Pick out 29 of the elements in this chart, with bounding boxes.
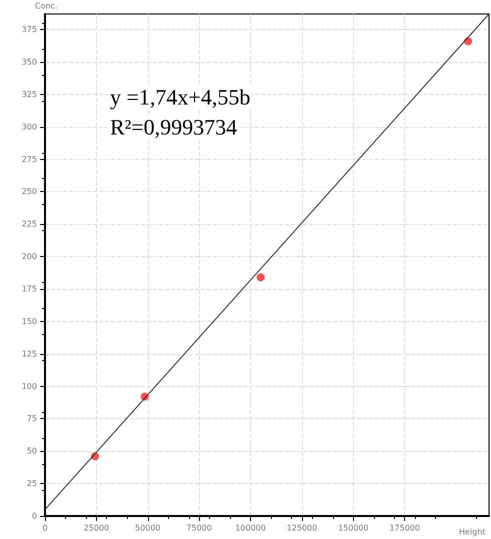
x-axis-title: Height: [459, 528, 486, 536]
x-tick-label: 175000: [389, 524, 420, 532]
y-tick-label: 50: [26, 446, 37, 456]
y-tick-label: 300: [22, 122, 37, 132]
x-tick-label: 75000: [186, 524, 212, 532]
y-tick-label: 75: [26, 414, 37, 424]
y-tick-label: 175: [22, 284, 37, 294]
y-tick-label: 275: [22, 154, 37, 164]
x-tick-label: 50000: [135, 524, 161, 532]
point: [256, 273, 265, 282]
y-tick-label: 375: [22, 25, 37, 34]
y-tick-label: 250: [22, 187, 37, 196]
annotation: y =1,74x+4,55b: [110, 84, 250, 110]
y-axis-title: Conc.: [35, 2, 58, 10]
y-tick-label: 200: [22, 252, 37, 262]
y-tick-label: 350: [22, 57, 37, 66]
x-tick-label: 150000: [338, 524, 369, 532]
y-tick-label: 100: [22, 382, 37, 391]
x-tick-label: 25000: [84, 524, 110, 532]
x-tick-label: 100000: [235, 524, 266, 532]
y-tick-label: 125: [22, 349, 37, 358]
y-tick-label: 0: [32, 512, 37, 520]
y-tick-label: 25: [26, 479, 37, 488]
x-tick-label: 0: [42, 524, 48, 532]
annotation: R²=0,9993734: [110, 114, 238, 140]
y-tick-label: 325: [22, 90, 37, 99]
y-tick-label: 225: [22, 220, 37, 229]
x-tick-label: 125000: [286, 524, 318, 532]
y-tick-label: 150: [22, 316, 37, 326]
